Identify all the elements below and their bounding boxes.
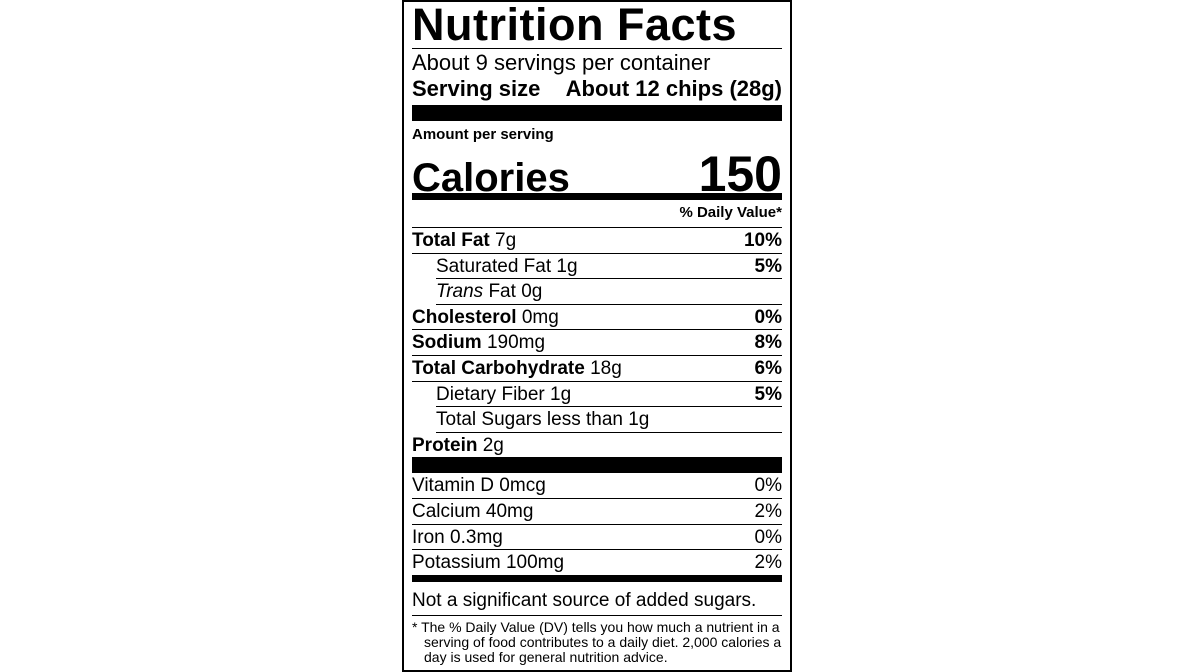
nutrient-name: Dietary Fiber [436,383,545,405]
nutrient-dv: 0% [754,475,782,497]
nutrient-dv: 2% [754,552,782,574]
nutrient-label: Potassium 100mg [412,550,564,575]
title: Nutrition Facts [412,2,782,49]
nutrient-label: Trans Fat 0g [436,279,542,304]
nutrient-row: Cholesterol 0mg 0% [412,305,782,331]
nutrient-name: Total Sugars [436,409,542,431]
nutrient-amount: 0.3mg [450,526,503,548]
divider [412,457,782,474]
nutrient-row: Total Carbohydrate 18g 6% [412,356,782,382]
nutrient-name: Potassium [412,552,501,574]
nutrient-amount: 2g [482,434,504,456]
nutrient-name: Fat [488,281,516,303]
vitamins: Vitamin D 0mcg 0% Calcium 40mg 2% Iron 0.3mg… [412,473,782,574]
nutrient-row: Total Fat 7g 10% [412,228,782,254]
nutrient-amount: 0g [521,281,543,303]
nutrient-label: Iron 0.3mg [412,525,503,550]
nutrient-dv: 2% [754,500,782,522]
nutrient-name: Calcium [412,500,481,522]
nutrient-dv: 0% [754,306,782,328]
nutrient-row: Vitamin D 0mcg 0% [412,473,782,499]
nutrient-row: Iron 0.3mg 0% [412,525,782,551]
nutrient-name: Vitamin D [412,475,495,497]
nutrient-row: Trans Fat 0g [436,279,782,305]
servings: About 9 servings per container [412,50,711,75]
footnote: * The % Daily Value (DV) tells you how m… [412,618,782,665]
nutrient-label: Dietary Fiber 1g [436,382,571,407]
nutrient-row: Saturated Fat 1g 5% [436,254,782,280]
nutrient-label: Vitamin D 0mcg [412,473,546,498]
nutrient-dv: 6% [754,357,782,379]
nutrient-row: Total Sugars less than 1g [436,407,782,433]
nutrient-row: Protein 2g [412,433,782,458]
nutrient-row: Dietary Fiber 1g 5% [436,382,782,408]
nutrient-dv: 8% [754,332,782,354]
nutrient-name-italic: Trans [436,281,484,303]
nutrient-amount: 7g [495,230,517,251]
daily-value-header: % Daily Value* [412,200,782,228]
nutrient-amount: 190mg [486,332,546,354]
nutrient-name: Cholesterol [412,306,517,328]
nutrient-name: Saturated Fat [436,255,552,277]
nutrient-dv: 10% [743,230,782,251]
divider [412,574,782,582]
serving-size: Serving size About 12 chips (28g) [412,77,782,101]
added-sugars-note: Not a significant source of added sugars… [412,586,782,616]
nutrient-row: Sodium 190mg 8% [412,330,782,356]
nutrient-label: Total Carbohydrate 18g [412,356,622,381]
calories-label: Calories [412,156,570,200]
nutrient-label: Saturated Fat 1g [436,254,578,279]
nutrient-amount: 40mg [485,500,534,522]
nutrient-row: Potassium 100mg 2% [412,550,782,575]
nutrient-amount: 100mg [505,552,565,574]
nutrient-amount: 0mcg [499,475,546,497]
nutrient-label: Sodium 190mg [412,330,545,355]
serving-size-value: About 12 chips (28g) [565,76,782,101]
nutrient-dv: 0% [754,526,782,548]
divider [412,105,782,121]
nutrient-amount: 1g [556,255,578,277]
amount-per-serving: Amount per serving [412,126,554,143]
nutrient-name: Total Fat [412,230,490,251]
nutrient-name: Total Carbohydrate [412,357,585,379]
nutrient-amount: 18g [590,357,622,379]
nutrient-dv: 5% [754,255,782,277]
calories: Calories 150 [412,145,782,202]
serving-size-label: Serving size [412,76,541,101]
divider [412,193,782,200]
nutrient-dv: 5% [754,383,782,405]
nutrient-name: Sodium [412,332,482,354]
nutrient-label: Protein 2g [412,433,504,458]
nutrient-label: Cholesterol 0mg [412,305,559,330]
nutrient-amount: less than 1g [546,409,650,431]
nutrient-label: Total Sugars less than 1g [436,407,649,432]
calories-value: 150 [698,146,782,202]
nutrient-name: Protein [412,434,478,456]
nutrient-label: Calcium 40mg [412,499,533,524]
nutrient-amount: 1g [550,383,572,405]
nutrition-label: Nutrition Facts About 9 servings per con… [402,0,792,672]
nutrient-amount: 0mg [521,306,559,328]
nutrient-label: Total Fat 7g [412,228,516,253]
nutrients: Total Fat 7g 10% Saturated Fat 1g 5% Trans F… [412,228,782,457]
nutrient-name: Iron [412,526,445,548]
nutrient-row: Calcium 40mg 2% [412,499,782,525]
